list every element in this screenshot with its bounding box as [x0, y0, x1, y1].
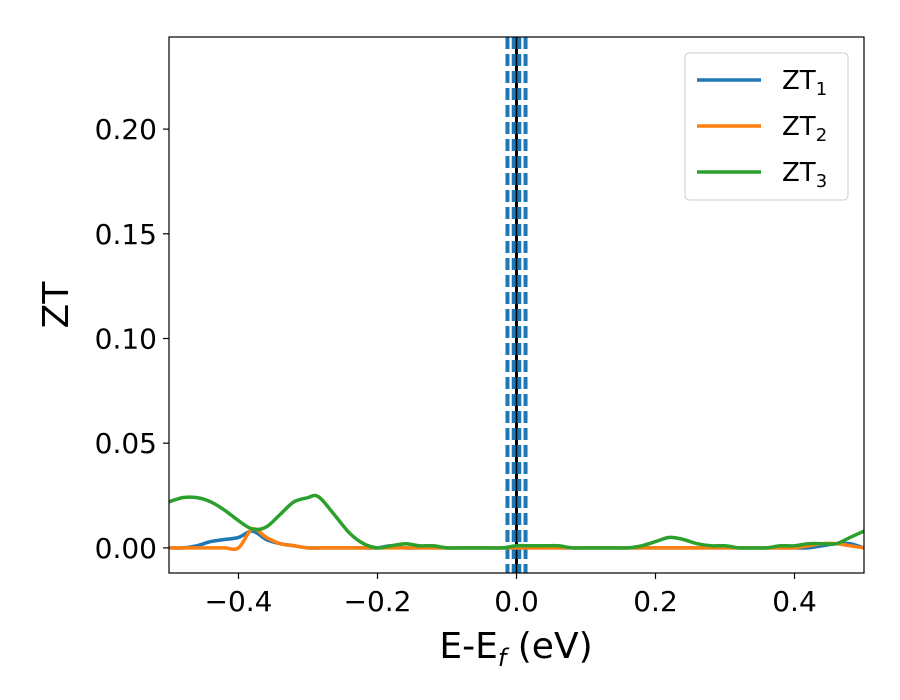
y-tick-label: 0.15: [95, 218, 157, 251]
legend-label-zt1: ZT1: [782, 66, 827, 100]
x-tick-label: −0.2: [344, 585, 412, 618]
legend-label-zt3: ZT3: [782, 158, 827, 192]
x-tick-label: 0.2: [633, 585, 678, 618]
y-axis-ticks: 0.00 0.05 0.10 0.15 0.20: [95, 113, 169, 565]
x-axis-label-unit: (eV): [506, 626, 592, 667]
legend-label-main: ZT: [782, 112, 816, 142]
legend-label-main: ZT: [782, 66, 816, 96]
y-tick-label: 0.20: [95, 113, 157, 146]
legend-label-subscript: 3: [816, 171, 827, 192]
legend-box: [684, 52, 849, 201]
reference-lines: [505, 37, 528, 573]
x-axis-label: E-Ef (eV): [439, 626, 592, 672]
series-line-zt3: [169, 493, 864, 550]
x-axis-label-main: E-E: [439, 626, 497, 667]
legend-label-subscript: 1: [816, 79, 827, 100]
y-tick-label: 0.00: [95, 532, 157, 565]
series-group: [169, 493, 864, 552]
y-axis-label: ZT: [36, 281, 77, 329]
legend-label-zt2: ZT2: [782, 112, 827, 146]
x-tick-label: −0.4: [205, 585, 273, 618]
legend-label-main: ZT: [782, 158, 816, 188]
y-tick-label: 0.05: [95, 427, 157, 460]
x-tick-label: 0.0: [494, 585, 539, 618]
y-tick-label: 0.10: [95, 323, 157, 356]
x-axis-ticks: −0.4 −0.2 0.0 0.2 0.4: [205, 573, 817, 618]
legend-label-subscript: 2: [816, 125, 827, 146]
x-tick-label: 0.4: [772, 585, 817, 618]
